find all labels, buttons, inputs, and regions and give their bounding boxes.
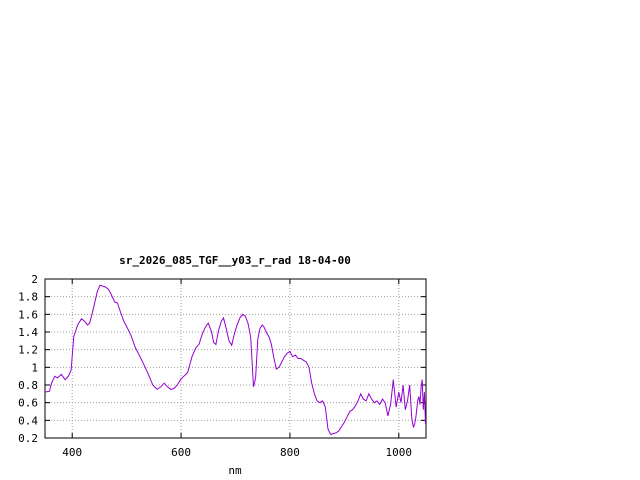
y-tick-label: 2 [31, 273, 38, 286]
y-tick-label: 1.2 [18, 344, 38, 357]
plot-frame [44, 278, 427, 439]
y-tick-label: 1.4 [18, 326, 38, 339]
x-tick-label: 1000 [386, 446, 413, 459]
y-tick-label: 1.6 [18, 308, 38, 321]
series-line [44, 284, 426, 436]
y-tick-label: 0.4 [18, 414, 38, 427]
y-tick-label: 1 [31, 361, 38, 374]
gridlines [45, 279, 426, 438]
y-tick-label: 0.8 [18, 379, 38, 392]
y-tick-label: 1.8 [18, 291, 38, 304]
axis-ticks [45, 278, 426, 439]
x-tick-labels: 400 600 800 1000 [62, 446, 412, 459]
x-tick-label: 400 [62, 446, 82, 459]
y-tick-labels: 0.2 0.4 0.6 0.8 1 1.2 1.4 1.6 1.8 2 [18, 273, 38, 445]
y-tick-label: 0.2 [18, 432, 38, 445]
chart-title: sr_2026_085_TGF__y03_r_rad 18-04-00 [119, 254, 351, 267]
y-tick-label: 0.6 [18, 397, 38, 410]
x-tick-label: 600 [171, 446, 191, 459]
x-tick-label: 800 [280, 446, 300, 459]
x-axis-label: nm [228, 464, 242, 477]
